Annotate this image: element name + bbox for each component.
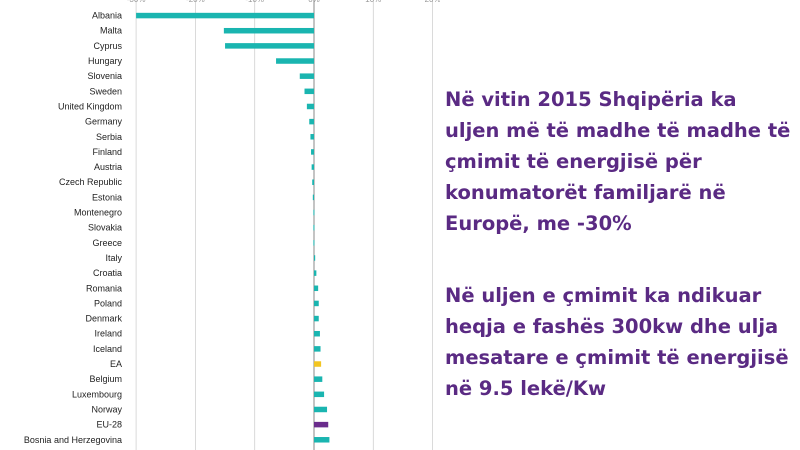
bar	[314, 270, 317, 276]
x-tick-label: 20%	[425, 0, 440, 4]
category-label: Finland	[92, 147, 122, 157]
bar	[314, 421, 329, 428]
bar	[314, 361, 322, 367]
bar	[314, 300, 319, 307]
bar	[314, 437, 330, 443]
bar	[276, 58, 314, 64]
bar	[311, 164, 314, 170]
category-label: Luxembourg	[72, 389, 122, 399]
category-label: Germany	[85, 117, 123, 127]
x-tick-label: -10%	[245, 0, 264, 4]
caption-paragraph-2: Në uljen e çmimit ka ndikuar heqja e fas…	[445, 284, 789, 400]
bar	[314, 315, 319, 322]
category-label: Greece	[92, 238, 122, 248]
bar	[314, 255, 316, 261]
bar	[314, 391, 325, 398]
bar	[306, 103, 314, 110]
bar	[313, 240, 315, 246]
bar	[312, 179, 314, 185]
bar	[223, 27, 314, 34]
category-label: Sweden	[89, 86, 122, 96]
bar	[309, 118, 314, 125]
bar	[313, 224, 315, 231]
bar	[314, 376, 323, 382]
bar	[299, 73, 314, 79]
bar	[311, 149, 314, 155]
bar	[314, 285, 319, 292]
bar	[312, 194, 314, 201]
category-label: EU-28	[96, 420, 122, 430]
bar-chart: -30% -20% -10% 0% 10% 20% Albania Malta Cyprus Hu…	[24, 0, 440, 450]
category-label: Poland	[94, 298, 122, 308]
x-tick-label: 10%	[365, 0, 381, 4]
category-label: Romania	[86, 283, 122, 293]
category-label: Ireland	[94, 329, 122, 339]
category-label: Belgium	[89, 374, 122, 384]
category-label: Norway	[91, 404, 122, 414]
category-label: Slovenia	[87, 71, 122, 81]
category-label: Albania	[92, 11, 122, 21]
bar	[310, 134, 314, 140]
category-label: Bosnia and Herzegovina	[24, 435, 122, 445]
bar	[314, 346, 321, 352]
x-tick-label: -30%	[127, 0, 146, 4]
bar	[304, 88, 314, 95]
x-tick-label: -20%	[186, 0, 205, 4]
bar	[313, 209, 315, 216]
category-label: Serbia	[96, 132, 122, 142]
category-label: Estonia	[92, 192, 122, 202]
category-label: Italy	[105, 253, 122, 263]
category-label: Cyprus	[93, 41, 122, 51]
category-label: Denmark	[85, 314, 122, 324]
x-tick-label: 0%	[308, 0, 320, 4]
category-label: Montenegro	[74, 208, 122, 218]
category-label: EA	[110, 359, 122, 369]
category-label: Austria	[94, 162, 122, 172]
bar	[314, 406, 328, 413]
category-label: Czech Republic	[59, 177, 123, 187]
caption-paragraph-1: Në vitin 2015 Shqipëria ka uljen më të m…	[445, 88, 791, 235]
bar	[225, 43, 314, 49]
category-label: Slovakia	[88, 223, 122, 233]
category-label: Malta	[100, 26, 122, 36]
category-label: Croatia	[93, 268, 122, 278]
category-label: Hungary	[88, 56, 123, 66]
category-label: Iceland	[93, 344, 122, 354]
bar	[314, 330, 320, 337]
category-label: United Kingdom	[58, 101, 122, 111]
bar	[136, 12, 314, 19]
